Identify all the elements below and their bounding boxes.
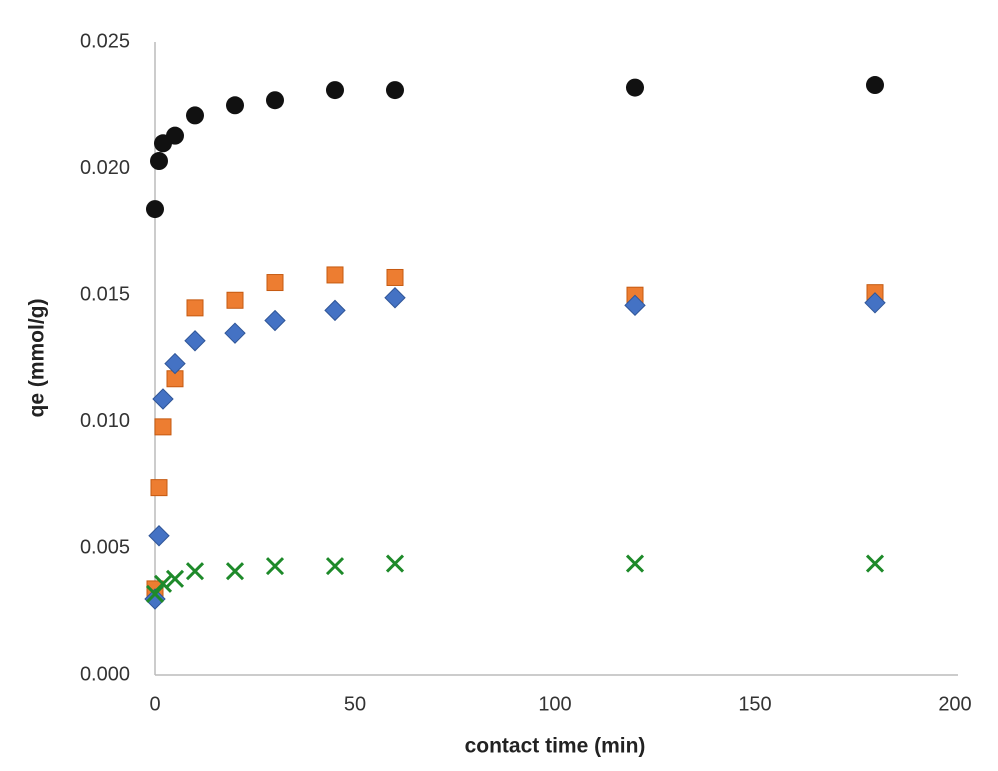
- point: [184, 330, 206, 352]
- point: [386, 268, 404, 286]
- point: [144, 588, 166, 610]
- x-axis-title: contact time (min): [465, 735, 646, 758]
- point: [154, 418, 172, 436]
- x-tick-label: 200: [938, 693, 971, 715]
- point: [626, 78, 644, 97]
- x-tick-label: 50: [344, 693, 366, 715]
- x-tick-label: 100: [538, 693, 571, 715]
- point: [146, 200, 164, 219]
- point: [226, 291, 244, 309]
- point: [185, 562, 205, 581]
- point: [386, 81, 404, 100]
- point: [225, 562, 245, 581]
- point: [325, 557, 345, 576]
- point: [625, 554, 645, 573]
- point: [866, 76, 884, 95]
- y-axis-title: qe (mmol/g): [26, 299, 49, 418]
- point: [145, 584, 165, 604]
- point: [266, 274, 284, 292]
- point: [324, 299, 346, 322]
- point: [150, 152, 168, 171]
- point: [624, 294, 646, 317]
- x-tick-label: 0: [149, 693, 160, 715]
- x-tick-label: 150: [738, 693, 771, 715]
- point: [150, 479, 168, 497]
- point: [152, 388, 174, 410]
- point: [186, 299, 204, 317]
- y-tick-label: 0.025: [80, 30, 130, 52]
- point: [165, 569, 185, 588]
- point: [266, 91, 284, 110]
- y-tick-label: 0.015: [80, 283, 130, 305]
- point: [384, 287, 406, 309]
- point: [166, 126, 184, 145]
- point: [186, 106, 204, 125]
- point: [385, 554, 405, 573]
- point: [865, 554, 885, 573]
- point: [164, 352, 186, 375]
- point: [226, 96, 244, 115]
- point: [265, 557, 285, 576]
- y-tick-label: 0.020: [80, 157, 130, 179]
- point: [153, 574, 173, 593]
- point: [326, 81, 344, 100]
- point: [224, 322, 246, 344]
- point: [326, 266, 344, 284]
- point: [148, 525, 170, 547]
- point: [264, 309, 286, 332]
- y-tick-label: 0.000: [80, 663, 130, 685]
- point: [864, 292, 886, 314]
- y-tick-label: 0.005: [80, 537, 130, 559]
- y-tick-label: 0.010: [80, 410, 130, 432]
